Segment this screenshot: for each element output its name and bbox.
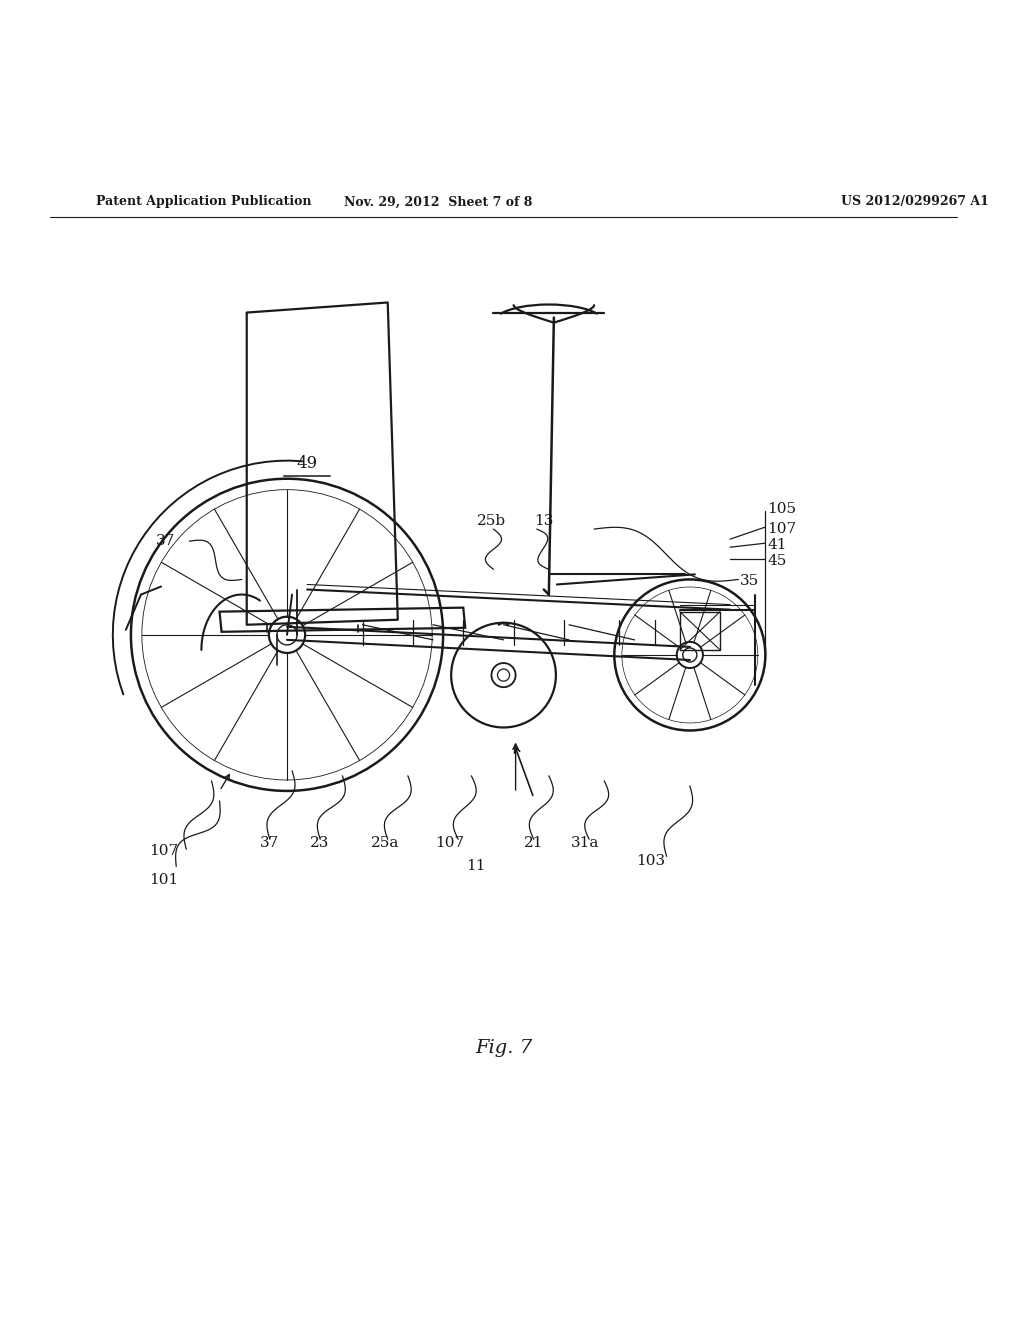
Text: US 2012/0299267 A1: US 2012/0299267 A1: [841, 195, 989, 209]
Text: 11: 11: [467, 859, 486, 874]
Text: 25b: 25b: [477, 513, 506, 528]
Text: 31a: 31a: [571, 837, 599, 850]
Bar: [680, 611, 720, 649]
Text: 37: 37: [260, 837, 280, 850]
Text: 25a: 25a: [371, 837, 399, 850]
Text: 23: 23: [310, 837, 330, 850]
Text: 107: 107: [150, 845, 178, 858]
Text: 103: 103: [637, 854, 666, 869]
Text: Nov. 29, 2012  Sheet 7 of 8: Nov. 29, 2012 Sheet 7 of 8: [344, 195, 532, 209]
Text: 107: 107: [767, 523, 797, 536]
Text: 49: 49: [297, 455, 317, 473]
Text: 101: 101: [150, 873, 178, 887]
Text: Patent Application Publication: Patent Application Publication: [95, 195, 311, 209]
Text: 107: 107: [435, 837, 464, 850]
Text: 35: 35: [740, 574, 760, 589]
Text: Fig. 7: Fig. 7: [475, 1039, 532, 1057]
Text: 41: 41: [767, 539, 786, 552]
Text: 13: 13: [534, 513, 553, 528]
Text: 105: 105: [767, 502, 797, 516]
Text: 45: 45: [767, 554, 786, 569]
Text: 21: 21: [523, 837, 543, 850]
Text: 37: 37: [156, 535, 175, 548]
